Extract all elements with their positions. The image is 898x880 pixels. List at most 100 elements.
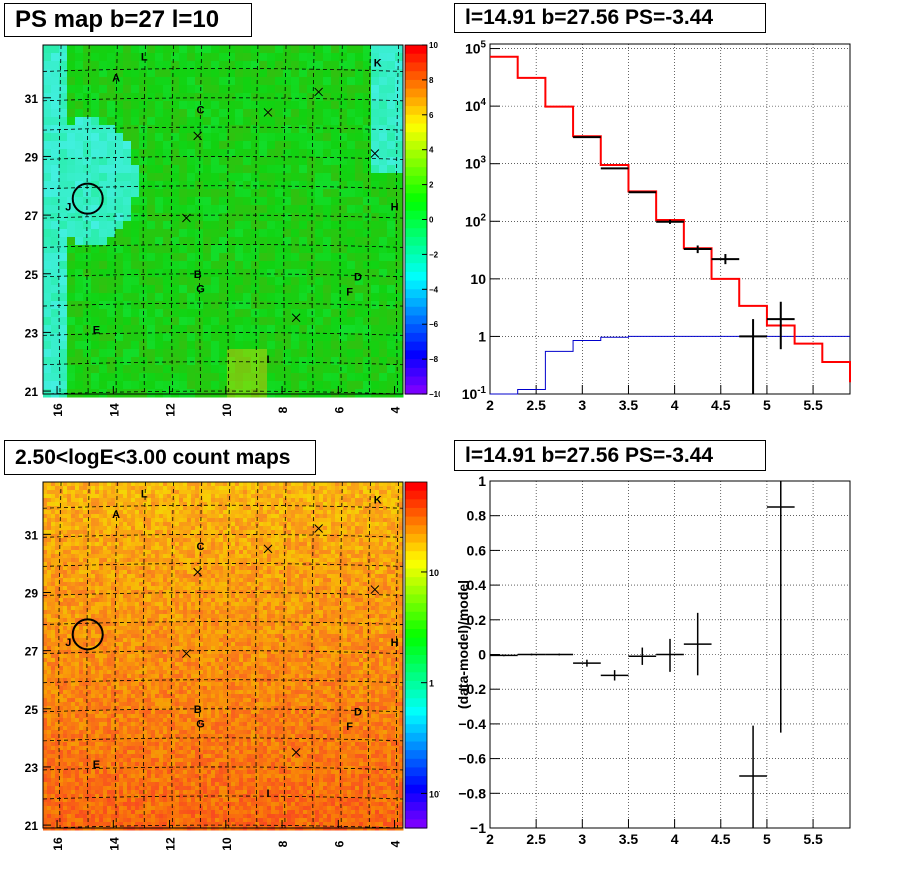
ps-heatmap-cell: [43, 101, 52, 110]
ps-heatmap-cell: [211, 101, 220, 110]
count-heatmap-cell: [119, 558, 124, 563]
count-heatmap-cell: [111, 534, 116, 539]
count-heatmap-cell: [343, 570, 348, 575]
ps-heatmap-cell: [291, 141, 300, 150]
count-heatmap-cell: [351, 518, 356, 523]
count-heatmap-cell: [183, 550, 188, 555]
ps-heatmap-cell: [251, 277, 260, 286]
count-heatmap-cell: [335, 566, 340, 571]
count-heatmap-cell: [243, 578, 248, 583]
count-heatmap-cell: [55, 498, 60, 503]
count-heatmap-cell: [315, 578, 320, 583]
ps-heatmap-cell: [251, 181, 260, 190]
count-heatmap-cell: [215, 526, 220, 531]
ps-heatmap-cell: [147, 277, 156, 286]
ps-heatmap-cell: [331, 357, 340, 366]
count-heatmap-cell: [131, 482, 136, 487]
ps-y-tick-label: 25: [25, 268, 39, 282]
ps-heatmap-cell: [379, 237, 388, 246]
count-heatmap-cell: [51, 546, 56, 551]
count-heatmap-cell: [351, 562, 356, 567]
count-heatmap-cell: [227, 558, 232, 563]
ps-heatmap-cell: [363, 341, 372, 350]
count-heatmap-cell: [239, 494, 244, 499]
count-heatmap-cell: [231, 546, 236, 551]
ps-heatmap-cell: [259, 197, 268, 206]
ps-heatmap-cell: [211, 245, 220, 254]
ps-heatmap-cell: [155, 277, 164, 286]
count-heatmap-cell: [343, 526, 348, 531]
ps-heatmap-cell: [123, 101, 132, 110]
ps-heatmap-cell: [379, 141, 388, 150]
ps-heatmap-cell: [115, 317, 124, 326]
ps-heatmap-cell: [387, 349, 396, 358]
count-heatmap-cell: [55, 550, 60, 555]
count-heatmap-cell: [231, 554, 236, 559]
count-heatmap-cell: [95, 574, 100, 579]
ps-heatmap-cell: [211, 373, 220, 382]
count-heatmap-cell: [383, 566, 388, 571]
count-heatmap-cell: [235, 570, 240, 575]
count-heatmap-cell: [367, 494, 372, 499]
ps-heatmap-cell: [283, 381, 292, 390]
ps-heatmap-cell: [267, 373, 276, 382]
count-heatmap-cell: [215, 518, 220, 523]
count-heatmap-cell: [87, 498, 92, 503]
ps-heatmap-cell: [363, 109, 372, 118]
count-heatmap-cell: [331, 582, 336, 587]
ps-heatmap-cell: [331, 325, 340, 334]
count-heatmap-cell: [379, 590, 384, 595]
ps-x-tick-label: 4: [389, 406, 403, 413]
count-heatmap-cell: [331, 514, 336, 519]
count-heatmap-cell: [67, 486, 72, 491]
ps-map-title: PS map b=27 l=10: [4, 3, 252, 37]
count-heatmap-cell: [315, 546, 320, 551]
ps-heatmap-cell: [299, 229, 308, 238]
count-heatmap-cell: [71, 602, 76, 607]
ps-heatmap-cell: [363, 181, 372, 190]
ps-heatmap-cell: [179, 181, 188, 190]
count-heatmap-cell: [323, 574, 328, 579]
ps-heatmap-cell: [99, 133, 108, 142]
ps-heatmap-cell: [147, 197, 156, 206]
ps-heatmap-cell: [43, 205, 52, 214]
count-heatmap-cell: [255, 482, 260, 487]
count-heatmap-cell: [159, 558, 164, 563]
count-heatmap-cell: [51, 538, 56, 543]
ps-heatmap-cell: [59, 141, 68, 150]
ps-heatmap-cell: [299, 213, 308, 222]
ps-heatmap-cell: [347, 317, 356, 326]
count-heatmap-cell: [163, 598, 168, 603]
ps-heatmap-cell: [371, 221, 380, 230]
count-heatmap-cell: [175, 482, 180, 487]
ps-heatmap-cell: [99, 261, 108, 270]
count-heatmap-cell: [83, 498, 88, 503]
count-heatmap-cell: [219, 570, 224, 575]
count-heatmap-cell: [99, 518, 104, 523]
ps-heatmap-cell: [307, 157, 316, 166]
count-heatmap-cell: [83, 546, 88, 551]
count-heatmap-cell: [63, 526, 68, 531]
ps-heatmap-cell: [387, 157, 396, 166]
count-heatmap-cell: [203, 514, 208, 519]
count-heatmap-cell: [67, 558, 72, 563]
count-heatmap-cell: [167, 574, 172, 579]
count-heatmap-cell: [43, 546, 48, 551]
count-heatmap-cell: [179, 598, 184, 603]
count-heatmap-cell: [323, 510, 328, 515]
count-heatmap-cell: [67, 502, 72, 507]
ps-heatmap-cell: [307, 301, 316, 310]
ps-heatmap-cell: [163, 77, 172, 86]
ps-heatmap-cell: [107, 309, 116, 318]
count-heatmap-cell: [287, 530, 292, 535]
ps-heatmap-cell: [107, 301, 116, 310]
ps-heatmap-cell: [187, 301, 196, 310]
count-heatmap-cell: [267, 498, 272, 503]
ps-heatmap-cell: [219, 45, 228, 54]
ps-heatmap-cell: [299, 133, 308, 142]
count-heatmap-cell: [315, 530, 320, 535]
ps-heatmap-cell: [187, 85, 196, 94]
count-heatmap-cell: [303, 514, 308, 519]
ps-heatmap-cell: [331, 213, 340, 222]
